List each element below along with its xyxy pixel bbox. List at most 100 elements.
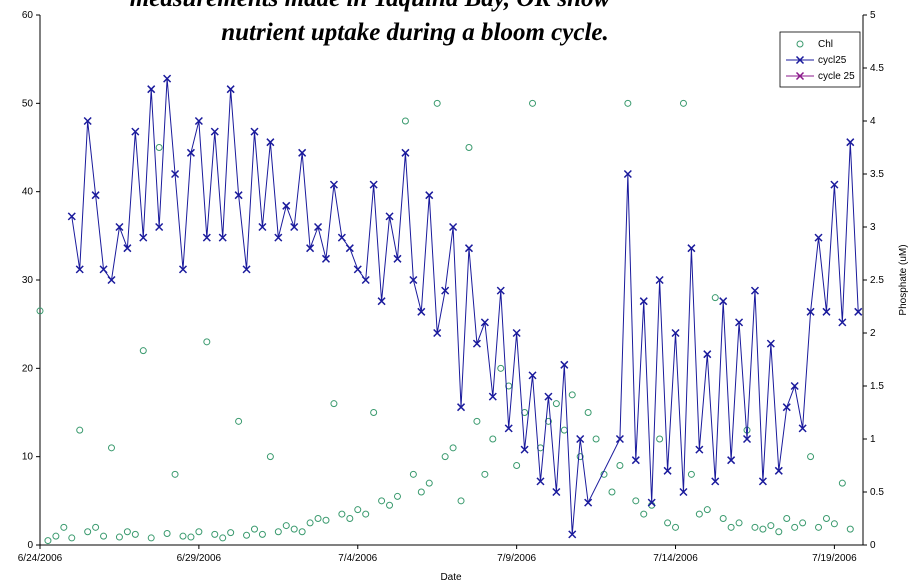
legend-marker bbox=[795, 55, 805, 65]
data-point bbox=[655, 275, 664, 285]
data-point bbox=[179, 532, 187, 540]
data-point bbox=[401, 117, 409, 125]
data-point bbox=[719, 297, 728, 306]
data-point bbox=[798, 424, 807, 433]
data-point bbox=[679, 99, 687, 107]
data-point bbox=[314, 515, 322, 522]
data-point bbox=[314, 222, 323, 232]
data-point bbox=[664, 519, 672, 527]
data-point bbox=[616, 462, 624, 469]
data-point bbox=[178, 265, 188, 274]
data-point bbox=[687, 470, 695, 478]
data-point bbox=[671, 328, 680, 338]
data-point bbox=[830, 520, 838, 528]
data-point bbox=[362, 510, 370, 518]
data-point bbox=[815, 523, 823, 531]
data-point bbox=[187, 533, 195, 541]
data-point bbox=[258, 530, 266, 538]
data-point bbox=[409, 275, 418, 285]
data-point bbox=[433, 328, 442, 338]
data-point bbox=[719, 515, 727, 522]
data-point bbox=[202, 233, 211, 242]
x-tick-label: 7/4/2006 bbox=[338, 553, 377, 564]
data-point bbox=[282, 522, 290, 530]
y2-tick-label: 3.5 bbox=[870, 169, 884, 180]
data-point bbox=[624, 99, 632, 107]
data-point bbox=[353, 265, 362, 274]
data-point bbox=[274, 528, 282, 536]
data-point bbox=[258, 222, 267, 232]
data-point bbox=[338, 510, 346, 518]
legend-label: Chl bbox=[818, 39, 833, 50]
legend-marker bbox=[796, 40, 804, 48]
data-point bbox=[552, 400, 560, 408]
chart-title: measurements made in Yaquina Bay, OR sho… bbox=[130, 0, 611, 12]
data-point bbox=[433, 99, 441, 107]
data-point bbox=[496, 286, 505, 295]
data-point bbox=[568, 530, 577, 539]
x-tick-label: 7/9/2006 bbox=[497, 553, 536, 564]
data-point bbox=[67, 212, 76, 221]
data-point bbox=[76, 426, 84, 434]
y-tick-label: 20 bbox=[22, 363, 34, 374]
data-point bbox=[679, 487, 688, 497]
data-point bbox=[171, 470, 179, 478]
legend-label: cycle 25 bbox=[818, 71, 855, 82]
data-point bbox=[544, 392, 553, 401]
data-point bbox=[123, 528, 131, 536]
data-point bbox=[703, 506, 711, 514]
data-point bbox=[687, 244, 696, 253]
data-point bbox=[226, 85, 235, 94]
data-point bbox=[449, 444, 457, 452]
y2-tick-label: 2 bbox=[870, 328, 876, 339]
data-point bbox=[584, 498, 593, 507]
y2-tick-label: 1.5 bbox=[870, 381, 884, 392]
y-tick-label: 60 bbox=[22, 10, 34, 21]
data-point bbox=[663, 466, 672, 475]
data-point bbox=[84, 528, 92, 536]
data-point bbox=[623, 169, 632, 179]
data-point bbox=[250, 525, 258, 533]
data-point bbox=[560, 426, 568, 434]
data-point bbox=[329, 180, 338, 189]
data-point bbox=[345, 244, 354, 253]
data-point bbox=[759, 525, 767, 533]
data-point bbox=[568, 391, 576, 399]
y2-axis-label: Phosphate (uM) bbox=[898, 244, 909, 315]
data-point bbox=[695, 510, 703, 518]
data-point bbox=[123, 244, 132, 253]
data-point bbox=[298, 528, 306, 536]
data-point bbox=[155, 222, 164, 232]
chart-title: nutrient uptake during a bloom cycle. bbox=[221, 19, 609, 46]
data-point bbox=[695, 445, 704, 454]
x-tick-label: 6/29/2006 bbox=[177, 553, 222, 564]
data-point bbox=[608, 488, 616, 496]
data-point bbox=[306, 519, 314, 527]
y2-tick-label: 5 bbox=[870, 10, 876, 21]
data-point bbox=[711, 477, 720, 486]
y2-tick-label: 0 bbox=[870, 540, 876, 551]
data-point bbox=[425, 191, 434, 200]
data-point bbox=[409, 470, 417, 478]
data-point bbox=[536, 477, 545, 486]
data-point bbox=[799, 519, 807, 527]
data-point bbox=[425, 479, 433, 487]
x-tick-label: 7/14/2006 bbox=[653, 553, 698, 564]
data-point bbox=[457, 403, 466, 412]
data-point bbox=[814, 233, 823, 242]
data-point bbox=[194, 116, 203, 126]
y-tick-label: 40 bbox=[22, 187, 34, 198]
data-point bbox=[227, 529, 235, 537]
data-point bbox=[147, 85, 156, 94]
data-point bbox=[639, 297, 648, 306]
data-point bbox=[672, 523, 680, 531]
x-axis-label: Date bbox=[440, 572, 462, 583]
data-point bbox=[838, 318, 847, 327]
data-point bbox=[751, 523, 759, 531]
data-point bbox=[298, 148, 307, 157]
y2-tick-label: 3 bbox=[870, 222, 876, 233]
data-point bbox=[497, 364, 505, 372]
data-point bbox=[83, 116, 92, 126]
data-point bbox=[99, 265, 108, 274]
data-point bbox=[783, 515, 791, 522]
